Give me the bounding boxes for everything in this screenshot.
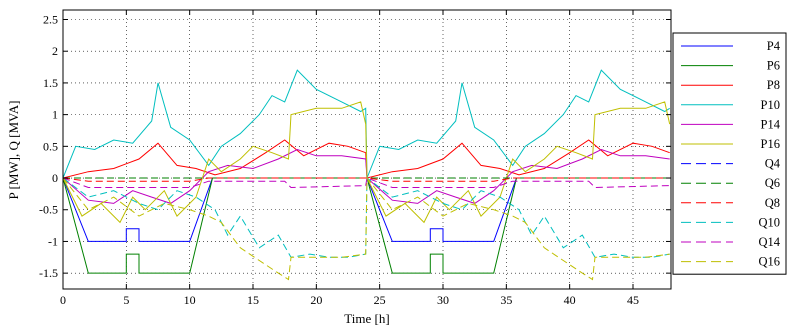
y-tick-label: 1.5	[43, 76, 58, 90]
legend-label-q10: Q10	[758, 215, 780, 229]
x-tick-label: 20	[310, 293, 322, 307]
series-layer	[63, 69, 671, 281]
x-tick-label: 5	[123, 293, 129, 307]
y-tick-label: 0	[52, 171, 58, 185]
x-tick-label: 35	[500, 293, 512, 307]
x-tick-label: 40	[564, 293, 576, 307]
x-tick-label: 10	[184, 293, 196, 307]
series-line-q10	[63, 177, 670, 258]
y-tick-label: 2.5	[43, 13, 58, 27]
plot-frame	[62, 9, 672, 290]
y-tick-label: 1	[52, 108, 58, 122]
y-tick-label: -1	[48, 234, 58, 248]
series-line-q14	[63, 177, 670, 189]
legend-label-p14: P14	[761, 117, 781, 131]
legend-label-p6: P6	[767, 59, 780, 73]
legend-label-q14: Q14	[758, 235, 780, 249]
legend-label-q4: Q4	[765, 157, 781, 171]
y-tick-label: 0.5	[43, 139, 58, 153]
legend-label-q6: Q6	[765, 176, 780, 190]
y-tick-label: -0.5	[39, 203, 58, 217]
series-line-p16	[63, 101, 671, 224]
y-tick-label: -1.5	[39, 266, 58, 280]
legend: P4 P6 P8 P10 P14 P16 Q4 Q6 Q8 Q10 Q14 Q16	[672, 32, 787, 275]
axis-ticks: 0 5 10 15 20 25 30 35 40 45 -1.5 -1 -0.5 0 0.5 1 1.5 2 2.5	[39, 10, 671, 307]
series-line-q8	[63, 177, 671, 182]
legend-label-p10: P10	[761, 98, 780, 112]
legend-label-p8: P8	[767, 78, 780, 92]
x-tick-label: 30	[437, 293, 449, 307]
legend-label-q16: Q16	[758, 255, 780, 269]
x-tick-label: 0	[60, 293, 66, 307]
series-line-q16	[63, 176, 670, 281]
x-tick-label: 15	[247, 293, 259, 307]
legend-box	[672, 32, 787, 275]
x-tick-label: 25	[374, 293, 386, 307]
series-line-p6	[63, 177, 671, 274]
y-axis-label: P [MW], Q [MVA]	[6, 101, 21, 200]
grid-lines	[63, 10, 671, 289]
legend-label-p16: P16	[761, 137, 780, 151]
y-tick-label: 2	[52, 44, 58, 58]
legend-label-p4: P4	[767, 39, 781, 53]
x-axis-label: Time [h]	[344, 311, 389, 326]
x-tick-label: 45	[627, 293, 639, 307]
legend-label-q8: Q8	[765, 196, 780, 210]
